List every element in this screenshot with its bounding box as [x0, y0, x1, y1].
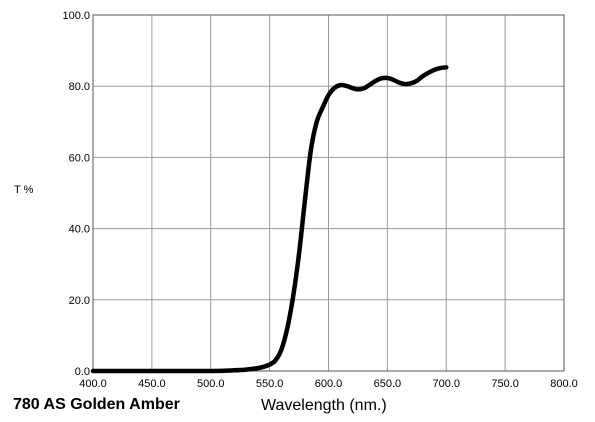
y-tick-label: 40.0	[69, 224, 90, 236]
x-tick-label: 650.0	[374, 378, 402, 390]
chart-grid	[92, 14, 565, 372]
x-tick-label: 400.0	[79, 378, 107, 390]
x-tick-label: 550.0	[256, 378, 284, 390]
transmission-curve	[90, 65, 449, 374]
y-tick-label: 20.0	[69, 295, 90, 307]
y-tick-label: 100.0	[62, 10, 90, 22]
plot-border	[92, 14, 565, 372]
chart-title: 780 AS Golden Amber	[13, 396, 180, 413]
x-tick-label: 700.0	[432, 378, 460, 390]
y-axis-label: T %	[14, 184, 34, 196]
x-tick-label: 450.0	[138, 378, 166, 390]
plot-frame	[92, 14, 565, 372]
series-group	[90, 65, 449, 374]
x-tick-label: 750.0	[491, 378, 519, 390]
y-tick-label: 80.0	[69, 81, 90, 93]
x-tick-labels: 400.0 450.0 500.0 550.0 600.0 650.0 700.0 750.0…	[79, 378, 578, 390]
transmission-chart: 0.0 20.0 40.0 60.0 80.0 100.0 400.0 450.0 500.0…	[14, 10, 578, 390]
x-tick-label: 800.0	[550, 378, 578, 390]
y-tick-label: 0.0	[75, 366, 90, 378]
x-tick-label: 500.0	[197, 378, 225, 390]
y-tick-labels: 0.0 20.0 40.0 60.0 80.0 100.0	[62, 10, 90, 378]
y-tick-label: 60.0	[69, 152, 90, 164]
x-axis-label: Wavelength (nm.)	[261, 397, 387, 414]
x-tick-label: 600.0	[315, 378, 343, 390]
